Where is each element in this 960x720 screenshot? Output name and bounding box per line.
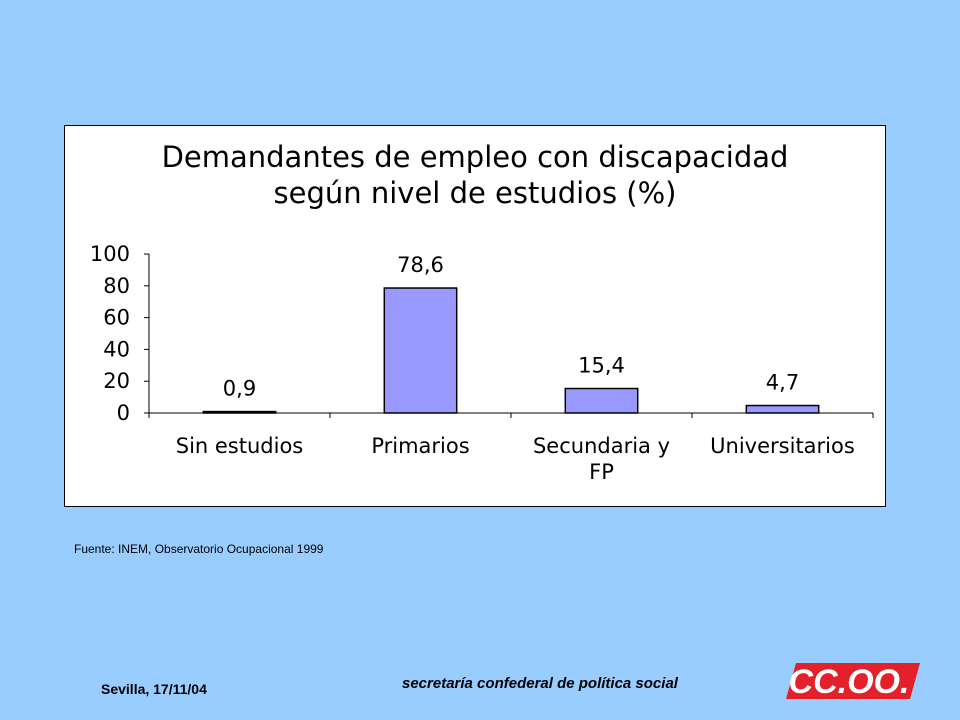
ccoo-logo: CC.OO. xyxy=(786,663,920,699)
data-label: 0,9 xyxy=(223,377,256,401)
footer-date: Sevilla, 17/11/04 xyxy=(101,681,207,697)
bar xyxy=(383,287,458,414)
data-label: 15,4 xyxy=(578,354,625,378)
y-tick-label: 40 xyxy=(103,337,130,361)
data-label: 4,7 xyxy=(766,371,799,395)
logo-background xyxy=(786,663,920,699)
bar-chart: Demandantes de empleo con discapacidadse… xyxy=(90,140,874,484)
chart-title-line: Demandantes de empleo con discapacidad xyxy=(162,140,789,174)
category-label: FP xyxy=(589,460,614,484)
category-label: Universitarios xyxy=(710,434,855,458)
category-label: Sin estudios xyxy=(176,434,304,458)
logo-text: CC.OO. xyxy=(789,663,910,699)
bar xyxy=(202,410,277,414)
y-tick-label: 0 xyxy=(117,401,130,425)
bar xyxy=(564,387,639,414)
footer-department: secretaría confederal de política social xyxy=(402,675,678,692)
category-label: Secundaria y xyxy=(533,434,670,458)
y-tick-label: 100 xyxy=(90,242,130,266)
bar xyxy=(745,404,820,414)
chart-panel: Demandantes de empleo con discapacidad se… xyxy=(64,125,886,507)
y-tick-label: 80 xyxy=(103,274,130,298)
y-tick-label: 20 xyxy=(103,369,130,393)
chart-title-line: según nivel de estudios (%) xyxy=(274,176,677,210)
y-tick-label: 60 xyxy=(103,306,130,330)
data-label: 78,6 xyxy=(397,253,444,277)
source-note: Fuente: INEM, Observatorio Ocupacional 1… xyxy=(74,542,324,556)
category-label: Primarios xyxy=(371,434,469,458)
